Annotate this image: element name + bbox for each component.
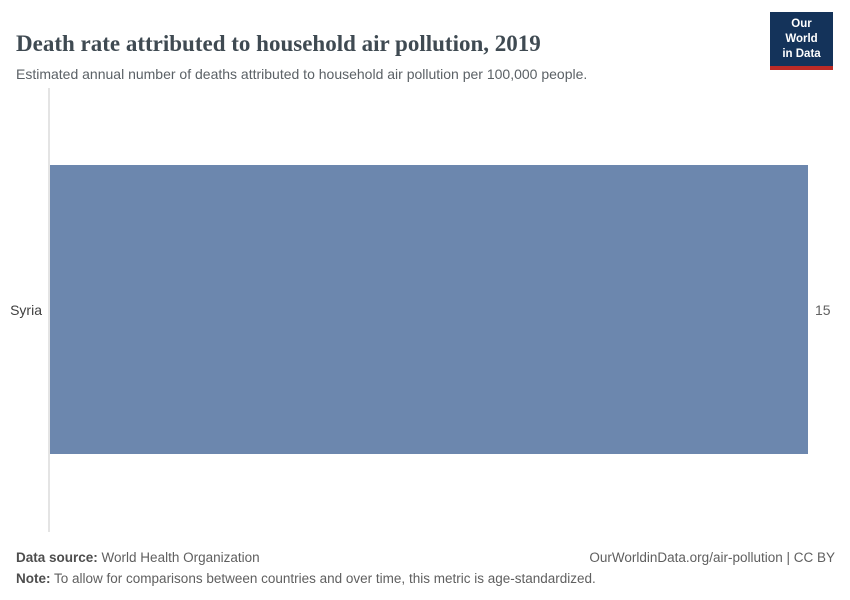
note-label: Note:	[16, 571, 51, 586]
note-value: To allow for comparisons between countri…	[54, 571, 596, 586]
note-line: Note: To allow for comparisons between c…	[16, 568, 835, 589]
bar-syria[interactable]	[50, 165, 808, 454]
data-source-label: Data source:	[16, 550, 98, 565]
owid-logo-line1: Our World	[785, 18, 818, 45]
data-source-value: World Health Organization	[101, 550, 260, 565]
owid-logo-line2: in Data	[782, 47, 821, 60]
category-label-syria: Syria	[10, 301, 42, 318]
chart-subtitle: Estimated annual number of deaths attrib…	[16, 66, 588, 82]
bar-value-label: 15	[815, 301, 831, 318]
bar-row-syria: 15	[50, 165, 831, 454]
data-source-line: Data source: World Health Organization	[16, 547, 260, 568]
attribution-link[interactable]: OurWorldinData.org/air-pollution | CC BY	[589, 550, 835, 565]
owid-logo[interactable]: Our World in Data	[770, 12, 833, 70]
chart-title: Death rate attributed to household air p…	[16, 31, 541, 57]
y-axis-line	[48, 88, 50, 532]
chart-footer: Data source: World Health Organization O…	[16, 547, 835, 589]
